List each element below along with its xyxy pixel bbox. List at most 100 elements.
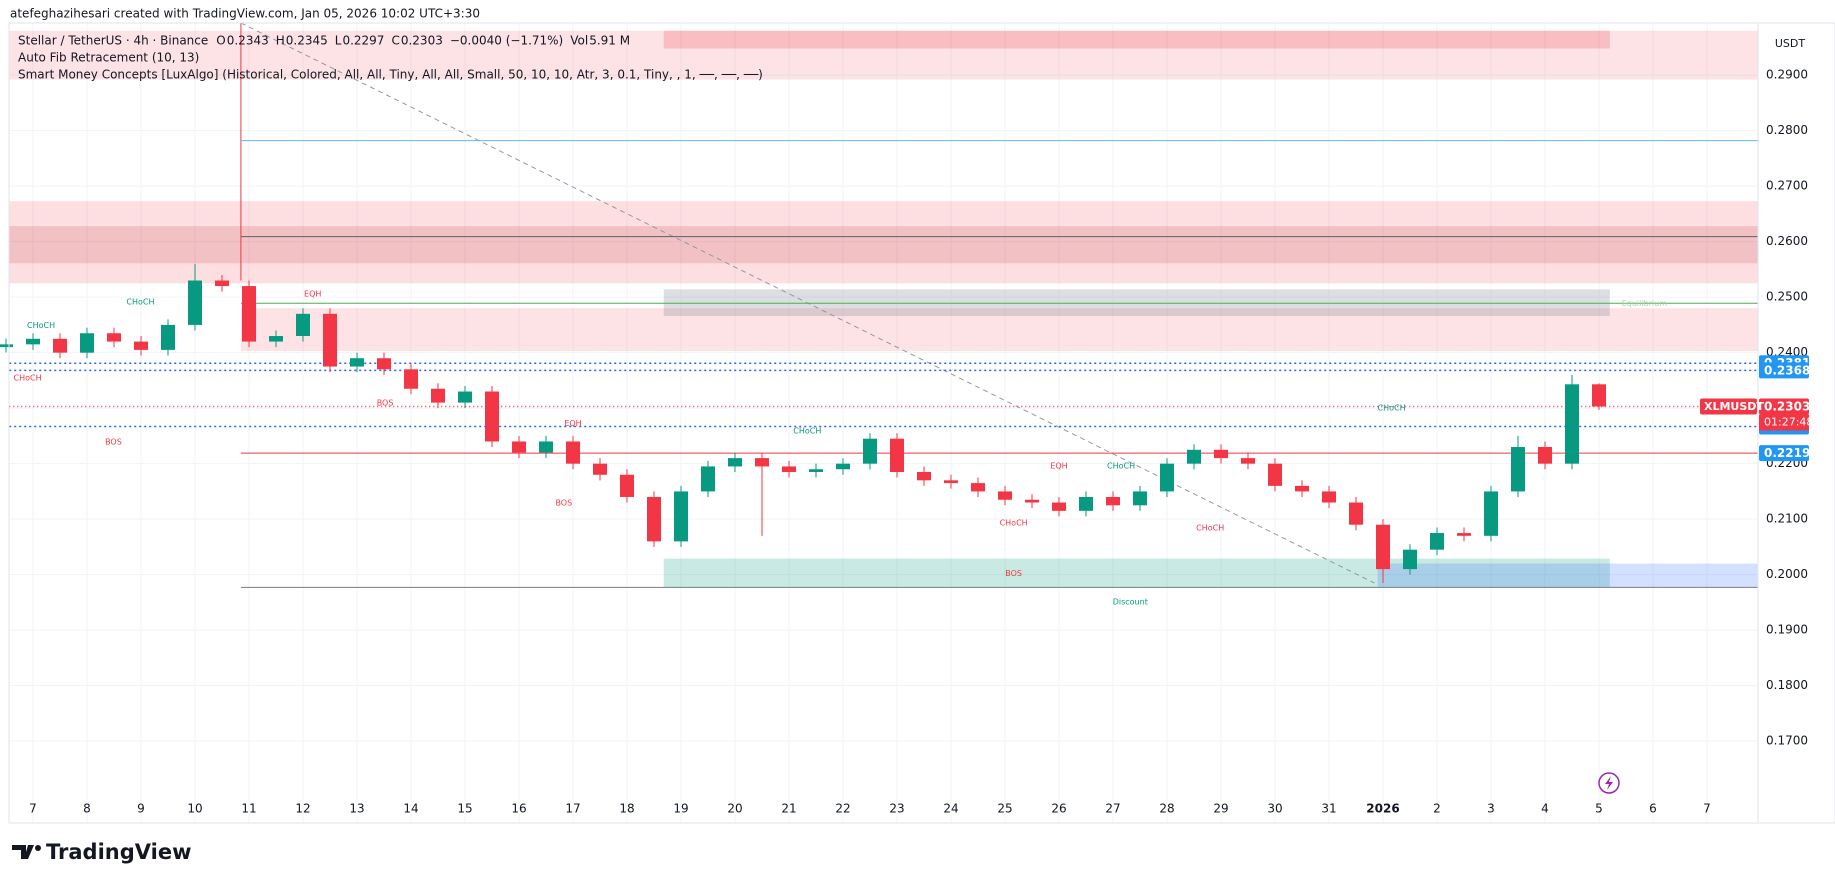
y-tick-label: 0.1700: [1766, 734, 1808, 748]
candle-body: [674, 491, 688, 542]
candle-body: [620, 474, 634, 497]
candle-body: [1160, 463, 1174, 492]
x-tick-label: 2: [1433, 802, 1441, 816]
zone: [663, 558, 1610, 588]
candle-body: [1106, 496, 1120, 506]
candle-body: [215, 280, 229, 287]
frame: [8, 22, 1835, 824]
x-tick-label: 19: [673, 802, 688, 816]
zone: [9, 201, 1758, 284]
annotation: EQH: [564, 419, 581, 428]
annotation: CHoCH: [793, 426, 821, 435]
price-tag: [1759, 398, 1809, 415]
x-tick-label: 8: [83, 802, 91, 816]
candle-body: [998, 491, 1012, 500]
candle-body: [0, 344, 13, 348]
x-tick-label: 29: [1213, 802, 1228, 816]
ohlc-item: 5.91 M: [589, 34, 630, 48]
symbol-title: Stellar / TetherUS · 4h · Binance: [18, 34, 208, 48]
ohlc-item: 0.2303: [401, 34, 443, 48]
y-tick-label: 0.2600: [1766, 234, 1808, 248]
x-tick-label: 23: [889, 802, 904, 816]
x-tick-label: 11: [241, 802, 256, 816]
ohlc-item: 0.2345: [286, 34, 328, 48]
candle-body: [1025, 499, 1039, 503]
annotation: CHoCH: [126, 298, 154, 307]
candle-body: [26, 338, 40, 345]
candle-body: [161, 324, 175, 350]
annotation: CHoCH: [14, 374, 42, 383]
candle-body: [242, 286, 256, 342]
x-tick-label: 18: [619, 802, 634, 816]
ohlc-item: C: [391, 34, 399, 48]
candle-body: [1187, 449, 1201, 464]
x-tick-label: 12: [295, 802, 310, 816]
candle-body: [1484, 491, 1498, 536]
x-tick-label: 14: [403, 802, 418, 816]
price-tag-label: 0.2303: [1764, 400, 1810, 414]
candle-body: [134, 341, 148, 350]
countdown: 01:27:48: [1764, 416, 1813, 429]
x-tick-label: 26: [1051, 802, 1066, 816]
candle-body: [917, 471, 931, 481]
x-tick-label: 7: [29, 802, 37, 816]
ohlc-item: H: [276, 34, 285, 48]
candle-body: [269, 336, 283, 342]
annotation: CHoCH: [1378, 404, 1406, 413]
ohlc-item: O: [216, 34, 225, 48]
replay-icon[interactable]: [1598, 772, 1620, 794]
icon-bolt: [1605, 776, 1613, 790]
candle-body: [1322, 491, 1336, 503]
candle-body: [404, 369, 418, 389]
zone: [9, 30, 1758, 80]
countdown-bg: [1759, 414, 1809, 431]
annotation: BOS: [555, 499, 572, 508]
x-tick-label: 5: [1595, 802, 1603, 816]
candle-body: [458, 391, 472, 403]
candle-body: [1403, 549, 1417, 570]
y-tick-label: 0.2000: [1766, 567, 1808, 581]
annotation: CHoCH: [1196, 524, 1224, 533]
annotation: BOS: [377, 399, 394, 408]
indicator-title: Smart Money Concepts [LuxAlgo] (Historic…: [18, 68, 763, 82]
candle-body: [377, 358, 391, 370]
annotation: CHoCH: [1107, 461, 1135, 470]
y-tick-label: 0.1800: [1766, 678, 1808, 692]
y-tick-label: 0.2900: [1766, 68, 1808, 82]
x-tick-label: 13: [349, 802, 364, 816]
x-tick-label: 6: [1649, 802, 1657, 816]
candle-body: [1376, 524, 1390, 570]
x-tick-label: 30: [1267, 802, 1282, 816]
ohlc-item: 0.2297: [342, 34, 384, 48]
x-tick-label: 22: [835, 802, 850, 816]
x-tick-label: 27: [1105, 802, 1120, 816]
candle-body: [431, 388, 445, 403]
candle-body: [1241, 458, 1255, 464]
candle-body: [1565, 384, 1579, 464]
candle-body: [1295, 485, 1309, 492]
x-tick-label: 21: [781, 802, 796, 816]
x-tick-label: 7: [1703, 802, 1711, 816]
x-tick-label: 31: [1321, 802, 1336, 816]
x-tick-label: 20: [727, 802, 742, 816]
logo-text: TradingView: [46, 840, 191, 864]
currency: USDT: [1775, 37, 1806, 50]
x-tick-label: 9: [137, 802, 145, 816]
x-tick-label: 24: [943, 802, 958, 816]
candle-body: [809, 469, 823, 472]
zone: [1377, 563, 1758, 588]
candle-body: [1268, 463, 1282, 486]
annotation: CHoCH: [27, 321, 55, 330]
y-tick-label: 0.2800: [1766, 123, 1808, 137]
y-tick-label: 0.2100: [1766, 512, 1808, 526]
candle-body: [323, 313, 337, 367]
candle-body: [1079, 496, 1093, 511]
x-tick-label: 17: [565, 802, 580, 816]
credit: atefeghazihesari created with TradingVie…: [10, 7, 480, 21]
price-tag-label: 0.2368: [1764, 363, 1810, 377]
candle-body: [350, 358, 364, 367]
x-tick-label: 28: [1159, 802, 1174, 816]
candle-body: [296, 313, 310, 337]
